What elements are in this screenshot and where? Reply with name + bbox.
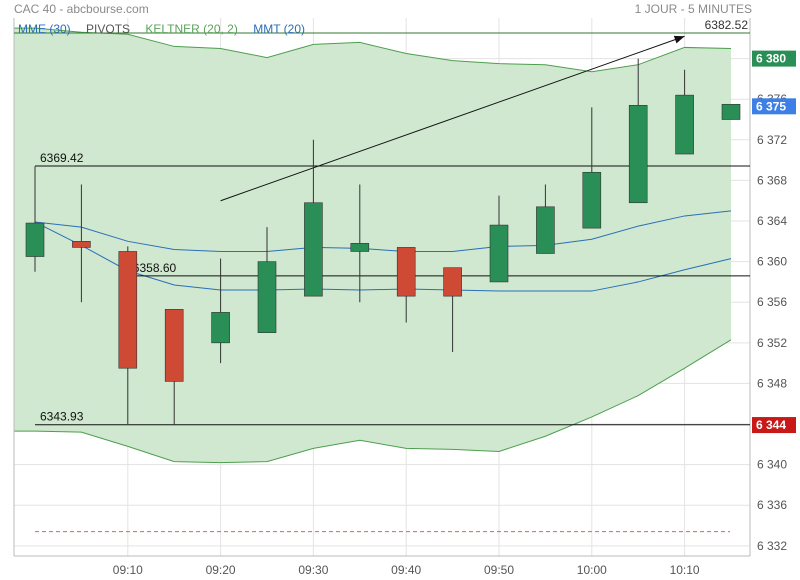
pivot-label: 6358.60	[133, 261, 177, 275]
keltner-upper-line	[14, 27, 732, 73]
candle-body	[118, 251, 138, 369]
candle-body	[628, 104, 648, 204]
legend-mmt[interactable]: MMT (20)	[253, 22, 305, 36]
candle-body	[72, 241, 91, 248]
candle-body	[164, 309, 184, 382]
price-badge-label: 6 375	[756, 99, 786, 113]
price-badge	[752, 417, 796, 434]
keltner-band	[14, 28, 731, 463]
trendline-arrowhead	[673, 35, 685, 44]
y-tick-label: 6 348	[757, 376, 787, 390]
x-tick-label: 09:10	[113, 563, 143, 577]
mme-line	[34, 210, 732, 252]
pivot-label: 6369.42	[40, 151, 84, 165]
candle-body	[675, 94, 694, 155]
price-badge-label: 6 380	[756, 52, 786, 66]
y-tick-label: 6 332	[757, 539, 787, 553]
x-tick-label: 09:50	[484, 563, 514, 577]
x-tick-label: 10:10	[670, 563, 700, 577]
top-level-label: 6382.52	[705, 18, 749, 32]
keltner-lower-line	[14, 339, 732, 464]
legend-mme[interactable]: MME (30)	[18, 22, 71, 36]
candle-body	[25, 222, 45, 257]
candle-body	[443, 267, 462, 297]
period-label: 1 JOUR - 5 MINUTES	[634, 2, 752, 16]
candle-body	[536, 206, 555, 254]
candle-body	[396, 247, 416, 297]
pivot-label: 6343.93	[40, 410, 84, 424]
candle-body	[350, 243, 370, 252]
candle-body	[582, 171, 602, 229]
price-badge-label: 6 344	[756, 418, 786, 432]
y-tick-label: 6 352	[757, 336, 787, 350]
price-badge	[752, 98, 796, 115]
candle-body	[211, 312, 230, 344]
x-tick-label: 10:00	[577, 563, 607, 577]
candle-body	[721, 103, 741, 120]
candle-body	[304, 202, 323, 297]
chart-title: CAC 40 - abcbourse.com	[14, 2, 149, 16]
legend-keltner[interactable]: KELTNER (20, 2)	[145, 22, 238, 36]
price-badge	[752, 50, 796, 67]
candle-body	[257, 261, 277, 333]
candle-body	[489, 224, 509, 283]
y-tick-label: 6 336	[757, 498, 787, 512]
y-tick-label: 6 368	[757, 173, 787, 187]
y-tick-label: 6 340	[757, 458, 787, 472]
x-tick-label: 09:30	[298, 563, 328, 577]
trendline	[220, 35, 685, 202]
legend-pivots[interactable]: PIVOTS	[86, 22, 131, 36]
y-tick-label: 6 360	[757, 255, 787, 269]
indicator-legend: MME (30) PIVOTS KELTNER (20, 2) MMT (20)	[18, 22, 317, 36]
x-tick-label: 09:40	[391, 563, 421, 577]
y-tick-label: 6 356	[757, 295, 787, 309]
y-tick-label: 6 372	[757, 133, 787, 147]
y-tick-label: 6 364	[757, 214, 787, 228]
x-tick-label: 09:20	[206, 563, 236, 577]
mmt-line	[34, 221, 732, 292]
